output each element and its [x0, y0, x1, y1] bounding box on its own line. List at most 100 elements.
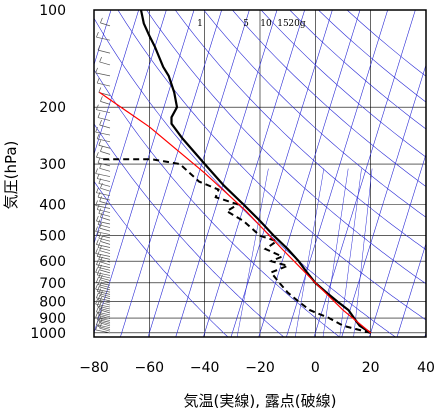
wind-barb-flag: [98, 288, 102, 294]
wind-barb: [99, 61, 111, 66]
isotherm-line: [396, 242, 426, 337]
wind-barb: [100, 151, 111, 155]
wind-barb-flag: [96, 300, 100, 307]
wind-barb: [95, 131, 111, 136]
mixing-ratio-label: 5: [243, 19, 249, 29]
mixing-ratio-label: 1: [197, 19, 203, 29]
wind-barb-flag: [95, 298, 98, 305]
wind-barb: [98, 277, 111, 281]
wind-barb: [95, 303, 111, 308]
wind-barb-flag: [95, 248, 98, 254]
mixing-ratio-line: [295, 168, 325, 337]
dry-adiabat-line: [318, 10, 426, 103]
wind-barb-flag: [97, 294, 101, 301]
mixing-ratio-line: [339, 168, 362, 337]
wind-barb-flag: [97, 279, 101, 285]
isotherm-line: [286, 10, 388, 337]
sounding-series: [99, 10, 372, 334]
wind-barb-flag: [96, 32, 99, 38]
wind-barb-flag: [97, 44, 101, 51]
wind-barb: [96, 192, 111, 197]
wind-barb: [98, 237, 111, 242]
wind-barb: [97, 209, 111, 213]
isotherm-line: [147, 10, 250, 337]
wind-barb-flag: [97, 321, 101, 327]
x-tick-label: −80: [79, 360, 109, 376]
wind-barb: [99, 301, 111, 306]
wind-barb: [98, 144, 111, 149]
wind-barb: [95, 253, 111, 257]
isotherm-line: [94, 10, 195, 334]
wind-barb: [98, 213, 111, 217]
isotherm-line: [341, 63, 426, 337]
wind-barb: [97, 326, 111, 330]
mixing-ratio-line: [236, 168, 269, 337]
dry-adiabat-line: [117, 10, 426, 321]
wind-barb: [100, 279, 111, 284]
wind-barb-flag: [97, 112, 101, 118]
wind-barb-flag: [99, 56, 102, 63]
dry-adiabat-line: [146, 10, 426, 285]
wind-barb: [97, 196, 111, 201]
wind-barb-flag: [99, 119, 102, 126]
wind-barb: [95, 72, 111, 77]
wind-barb: [98, 183, 111, 187]
wind-barb: [100, 322, 111, 327]
wind-barb: [98, 307, 111, 312]
wind-barb-flag: [95, 168, 98, 174]
y-tick-label: 600: [39, 254, 66, 270]
wind-barb: [95, 288, 111, 293]
wind-barb-flag: [96, 152, 99, 158]
wind-barb: [97, 224, 111, 228]
wind-barb-flag: [97, 191, 101, 198]
y-tick-label: 1000: [30, 326, 66, 342]
wind-barb-flag: [99, 281, 102, 288]
x-tick-label: 40: [417, 360, 435, 376]
x-tick-label: −40: [190, 360, 220, 376]
wind-barb: [99, 167, 111, 172]
wind-barb: [96, 109, 111, 114]
isotherm-line: [369, 153, 426, 337]
wind-barb: [96, 281, 111, 286]
wind-barb: [99, 315, 111, 320]
wind-barb: [100, 187, 111, 192]
wind-barb-flag: [100, 274, 103, 280]
wind-barb-flag: [95, 226, 98, 232]
wind-barb-flag: [97, 308, 101, 314]
wind-barb-flag: [96, 204, 100, 210]
mixing-ratio-line: [353, 168, 373, 337]
wind-barb-flag: [98, 87, 102, 93]
x-tick-label: −20: [245, 360, 275, 376]
adiabat-lines: [94, 10, 426, 337]
wind-barb-flag: [96, 314, 100, 320]
wind-barb: [99, 227, 111, 232]
wind-barb: [96, 264, 111, 268]
wind-barb: [97, 82, 111, 87]
wind-barb: [97, 291, 111, 295]
wind-barb: [100, 22, 111, 27]
wind-barb-flag: [96, 104, 99, 110]
wind-barb-flag: [95, 312, 98, 318]
mixing-ratio-line: [322, 168, 349, 337]
wind-barb: [97, 247, 111, 251]
wind-barb: [99, 201, 111, 205]
dry-adiabat-line: [94, 180, 229, 337]
wind-barb: [95, 272, 111, 276]
grid-layer: [93, 9, 427, 337]
isotherm-line: [203, 10, 305, 337]
dry-adiabat-line: [94, 17, 396, 337]
y-tick-label: 400: [39, 197, 66, 213]
y-tick-label: 700: [39, 276, 66, 292]
wind-barb: [99, 124, 111, 129]
wind-barb-flag: [96, 292, 99, 298]
isotherm-line: [258, 10, 361, 337]
isotherm-line: [175, 10, 278, 337]
y-tick-label: 500: [39, 229, 66, 245]
wind-barb-flag: [100, 304, 103, 311]
wind-barb-column: [95, 10, 111, 334]
mixing-ratio-labels: 1 5 10 15 20g: [197, 19, 306, 29]
wind-barb-flag: [95, 324, 98, 330]
wind-barb: [95, 329, 111, 334]
mixing-ratio-label: 10: [260, 19, 272, 29]
